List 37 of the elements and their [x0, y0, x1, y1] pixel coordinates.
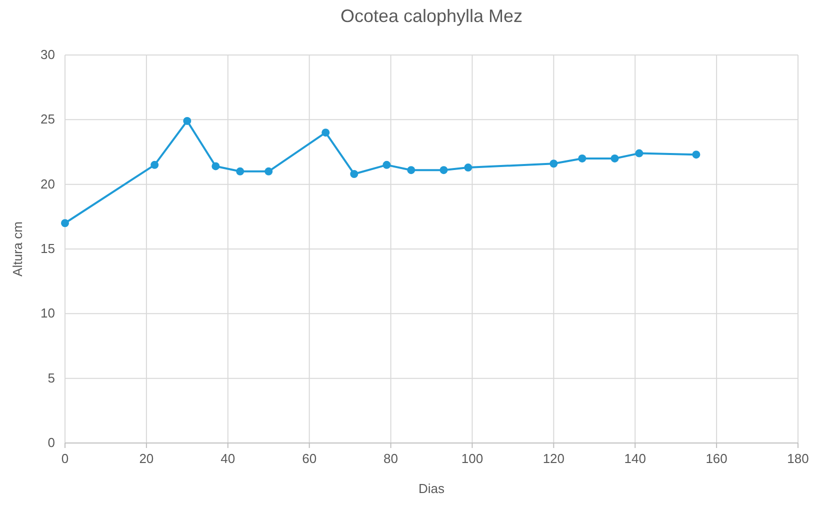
point [61, 219, 69, 228]
y-tick-label: 25 [40, 112, 55, 127]
point [578, 154, 586, 162]
point [236, 167, 244, 176]
x-tick-label: 20 [139, 451, 154, 466]
point [264, 167, 273, 176]
x-tick-label: 160 [706, 451, 728, 466]
x-tick-label: 60 [302, 451, 317, 466]
y-tick-label: 20 [40, 176, 55, 192]
chart-title: Ocotea calophylla Mez [340, 6, 523, 26]
point [692, 150, 700, 159]
x-tick-label: 40 [220, 451, 236, 466]
y-tick-label: 0 [48, 435, 55, 450]
x-tick-label: 0 [61, 451, 69, 466]
y-tick-label: 15 [40, 241, 55, 256]
point [610, 154, 619, 162]
point [350, 170, 358, 178]
y-axis-title: Altura cm [10, 222, 25, 276]
y-tick-label: 30 [40, 47, 55, 62]
y-tick-label: 5 [48, 370, 55, 386]
point [382, 160, 391, 169]
x-tick-label: 140 [624, 451, 646, 466]
point [635, 149, 644, 158]
x-tick-label: 80 [384, 451, 398, 466]
point [212, 162, 220, 170]
point [183, 116, 192, 125]
point [150, 160, 159, 169]
point [440, 166, 448, 174]
x-axis-title: Dias [418, 481, 445, 496]
x-tick-label: 120 [542, 451, 565, 466]
point [464, 164, 472, 172]
y-tick-label: 10 [40, 306, 55, 321]
x-tick-label: 100 [461, 451, 484, 466]
point [550, 160, 558, 168]
x-tick-label: 180 [787, 451, 809, 466]
point [407, 166, 416, 174]
point [322, 128, 330, 137]
